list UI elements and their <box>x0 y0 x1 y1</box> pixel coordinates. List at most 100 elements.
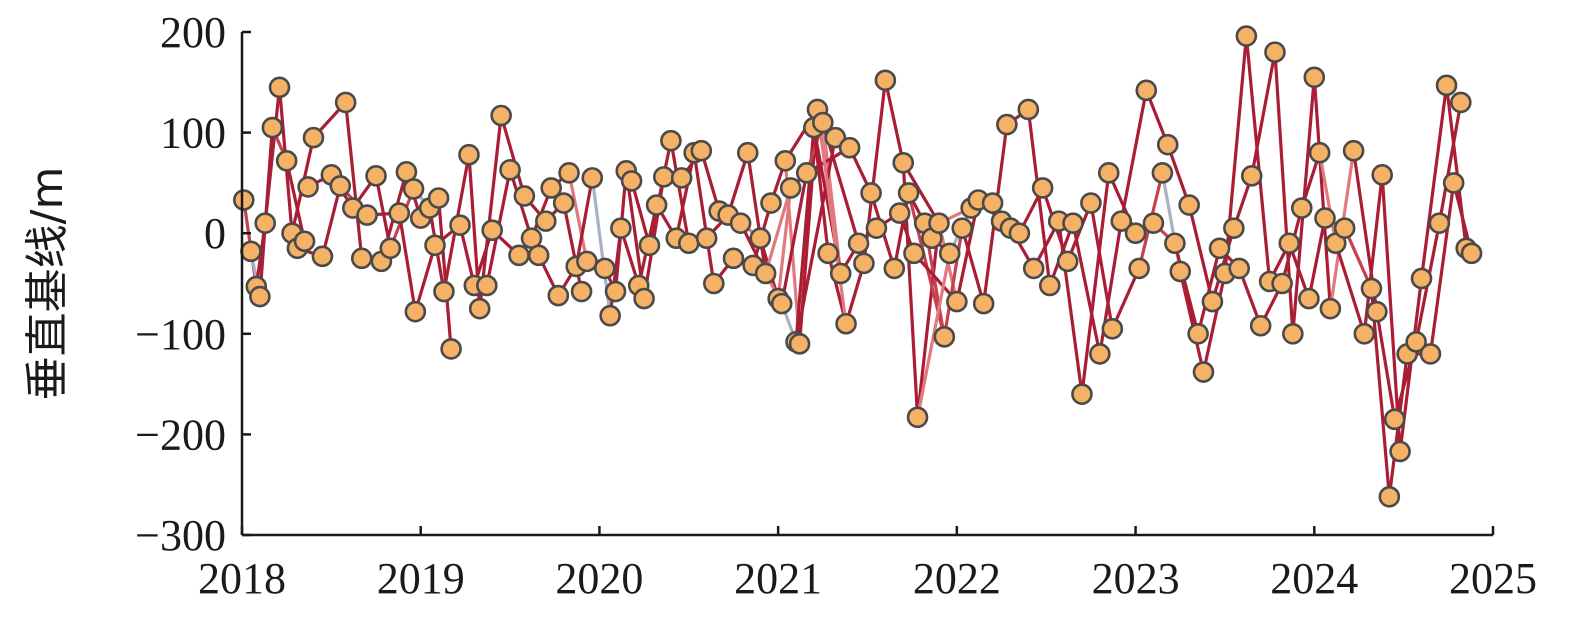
acquisition-point <box>1428 212 1451 234</box>
acquisition-point <box>722 247 745 270</box>
acquisition-point <box>1071 383 1093 405</box>
acquisition-point <box>350 247 373 270</box>
baseline-link <box>436 196 453 351</box>
acquisition-point <box>729 212 752 234</box>
acquisition-point <box>499 159 521 181</box>
baseline-link <box>320 184 342 258</box>
baseline-link <box>1178 269 1206 374</box>
acquisition-point <box>770 292 793 315</box>
acquisition-point <box>812 111 834 134</box>
acquisition-point <box>1080 192 1102 214</box>
acquisition-point <box>232 189 255 211</box>
baseline-link <box>1057 219 1084 396</box>
acquisition-point <box>1460 242 1483 265</box>
acquisition-point <box>853 252 875 275</box>
baseline-link <box>1187 203 1215 304</box>
baseline-link <box>960 226 986 306</box>
x-tick-label: 2021 <box>734 554 822 603</box>
acquisition-point <box>254 212 277 234</box>
baseline-link <box>344 100 364 260</box>
acquisition-point <box>570 280 593 303</box>
acquisition-point <box>897 182 920 204</box>
acquisition-point <box>1271 272 1293 295</box>
acquisition-point <box>1187 322 1209 345</box>
acquisition-point <box>892 151 915 174</box>
baseline-link <box>746 151 768 276</box>
y-tick-label: −200 <box>135 410 226 459</box>
acquisition-point <box>513 185 536 207</box>
acquisition-point <box>379 237 402 260</box>
acquisition-point <box>1022 257 1045 280</box>
baseline-link <box>567 171 589 263</box>
acquisition-point <box>297 176 319 198</box>
acquisition-point <box>1278 232 1301 255</box>
acquisition-point <box>660 129 682 152</box>
acquisition-point <box>1378 485 1401 508</box>
acquisition-point <box>268 76 291 99</box>
acquisition-point <box>1124 222 1147 244</box>
acquisition-point <box>760 192 782 214</box>
acquisition-point <box>1314 207 1336 229</box>
acquisition-point <box>638 234 661 257</box>
x-tick-label: 2019 <box>377 554 465 603</box>
y-tick-label: 100 <box>160 109 226 158</box>
acquisition-point <box>311 245 334 268</box>
acquisition-point <box>302 126 325 149</box>
acquisition-point <box>433 280 455 303</box>
acquisition-point <box>458 143 480 166</box>
baseline-link <box>915 251 952 419</box>
baseline-link <box>1369 286 1391 499</box>
acquisition-point <box>581 167 604 189</box>
acquisition-point <box>829 262 852 285</box>
acquisition-point <box>1031 177 1054 199</box>
acquisition-point <box>576 250 598 273</box>
acquisition-point <box>1303 66 1326 89</box>
acquisition-point <box>547 284 570 307</box>
baseline-link <box>647 139 673 247</box>
acquisition-point <box>1282 322 1304 345</box>
baseline-link <box>499 113 526 198</box>
acquisition-point <box>1164 232 1186 255</box>
acquisition-point <box>552 192 575 214</box>
baseline-link <box>1071 221 1102 356</box>
acquisition-point <box>1128 257 1150 280</box>
baseline-link <box>1201 271 1227 374</box>
acquisition-point <box>365 165 387 187</box>
baseline-link <box>1334 241 1366 336</box>
acquisition-point <box>1410 267 1433 290</box>
y-tick-label: 200 <box>160 8 226 57</box>
acquisition-point <box>774 149 797 172</box>
acquisition-point <box>1201 290 1224 313</box>
acquisition-point <box>736 141 759 164</box>
acquisition-point <box>874 69 897 92</box>
baseline-link <box>692 151 716 286</box>
acquisition-point <box>1308 141 1331 164</box>
baseline-link <box>1196 246 1222 336</box>
baseline-link <box>901 161 941 225</box>
baseline-link <box>1250 50 1277 178</box>
baseline-link <box>1437 100 1463 225</box>
acquisition-point <box>906 406 929 429</box>
x-tick-label: 2018 <box>198 554 286 603</box>
acquisition-point <box>334 91 357 114</box>
acquisition-point <box>275 149 298 172</box>
acquisition-point <box>449 214 471 236</box>
acquisition-point <box>1371 164 1393 186</box>
acquisition-point <box>402 178 425 200</box>
acquisition-point <box>1435 74 1458 97</box>
baseline-link <box>413 243 437 314</box>
acquisition-point <box>938 242 961 265</box>
baseline-link <box>1428 181 1456 356</box>
acquisition-point <box>703 272 725 295</box>
acquisition-point <box>1360 277 1383 300</box>
acquisition-point <box>620 170 643 192</box>
acquisition-point <box>1062 212 1084 234</box>
baseline-link <box>764 186 793 276</box>
acquisition-point <box>1366 300 1388 323</box>
acquisition-point <box>1097 162 1120 184</box>
acquisition-point <box>1342 139 1365 162</box>
acquisition-point <box>1208 237 1231 260</box>
acquisition-point <box>1017 98 1040 121</box>
acquisition-point <box>838 136 861 159</box>
